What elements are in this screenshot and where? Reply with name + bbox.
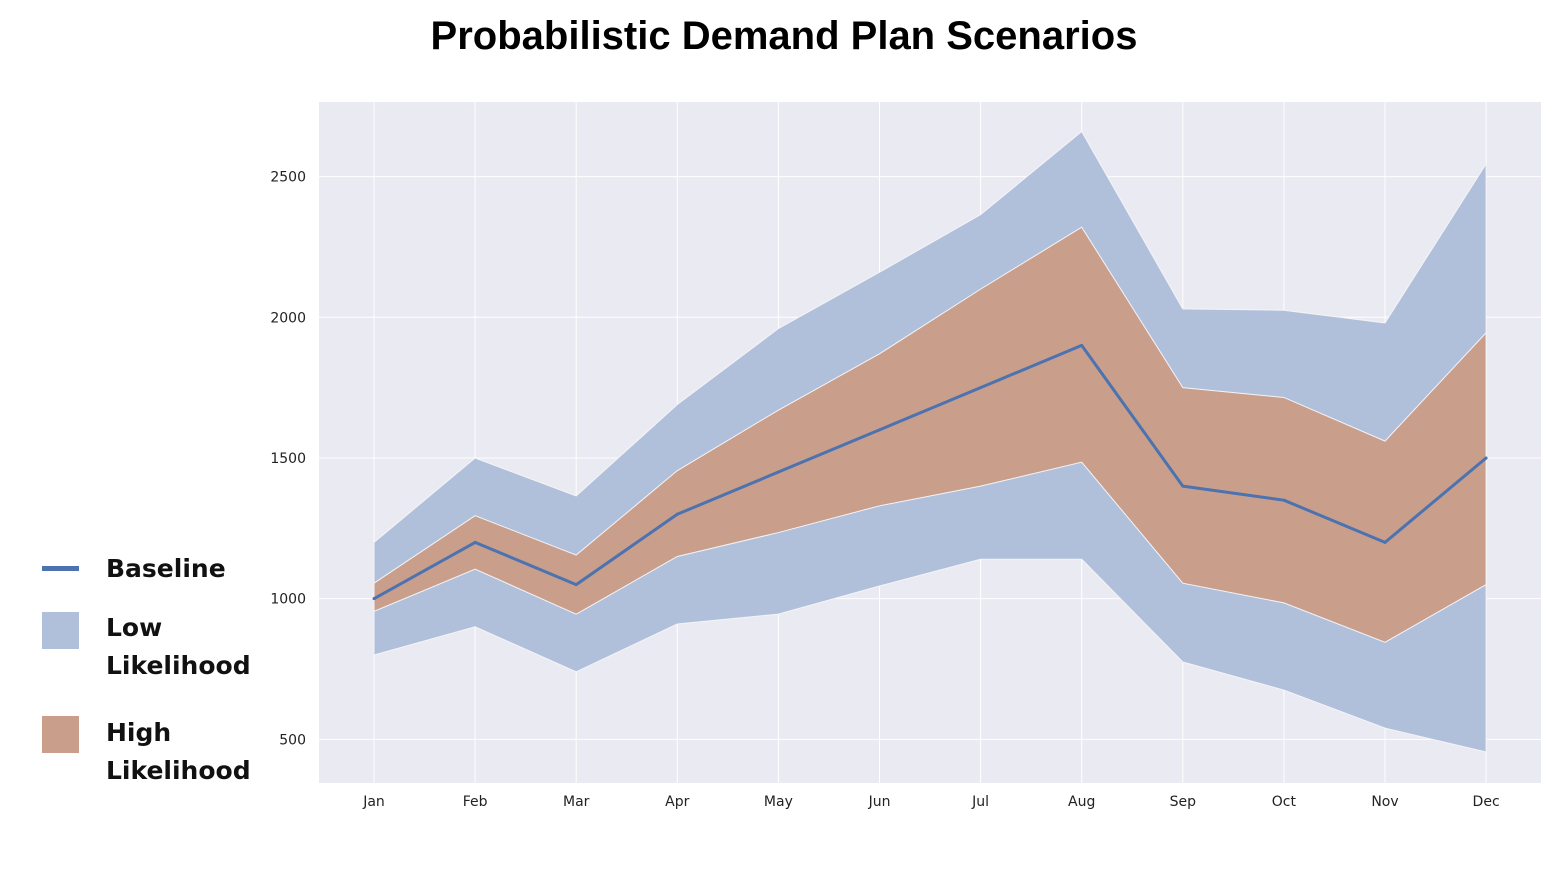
x-tick-label: Oct	[1272, 794, 1297, 810]
x-tick-label: Aug	[1068, 794, 1095, 810]
y-tick-label: 1500	[270, 451, 306, 467]
legend-high-label-line2: Likelihood	[106, 756, 251, 785]
legend: Baseline Low Likelihood High Likelihood	[42, 554, 251, 785]
x-tick-label: Mar	[563, 794, 590, 810]
legend-low-swatch	[42, 612, 79, 649]
x-tick-label: Sep	[1170, 794, 1197, 810]
baseline-point	[473, 540, 477, 544]
legend-high-label-line1: High	[106, 718, 171, 747]
chart-title: Probabilistic Demand Plan Scenarios	[0, 14, 1568, 59]
x-tick-label: Jun	[868, 794, 891, 810]
x-tick-label: Feb	[463, 794, 488, 810]
chart-title-text: Probabilistic Demand Plan Scenarios	[430, 14, 1138, 58]
legend-low-label-line1: Low	[106, 613, 162, 642]
y-tick-label: 2000	[270, 310, 306, 326]
x-tick-label: Nov	[1371, 794, 1398, 810]
baseline-point	[776, 470, 780, 474]
legend-high-swatch	[42, 716, 79, 753]
x-tick-label: May	[764, 794, 793, 810]
y-tick-label: 2500	[270, 170, 306, 186]
y-tick-label: 500	[279, 732, 306, 748]
baseline-point	[675, 512, 679, 516]
baseline-point	[574, 583, 578, 587]
baseline-point	[1484, 456, 1488, 460]
legend-low-label-line2: Likelihood	[106, 651, 251, 680]
y-tick-label: 1000	[270, 592, 306, 608]
x-tick-label: Dec	[1473, 794, 1500, 810]
legend-baseline-swatch	[42, 566, 79, 571]
baseline-point	[1282, 498, 1286, 502]
baseline-point	[878, 428, 881, 432]
baseline-point	[979, 386, 983, 390]
baseline-point	[372, 597, 376, 601]
baseline-line	[373, 343, 1488, 600]
baseline-point	[1080, 343, 1084, 347]
baseline-point	[1181, 484, 1185, 488]
baseline-point	[1383, 540, 1387, 544]
legend-baseline-label: Baseline	[106, 554, 226, 583]
x-tick-label: Jan	[362, 794, 385, 810]
x-tick-label: Jul	[971, 794, 989, 810]
x-tick-label: Apr	[665, 794, 689, 810]
band-high-likelihood	[373, 226, 1487, 643]
